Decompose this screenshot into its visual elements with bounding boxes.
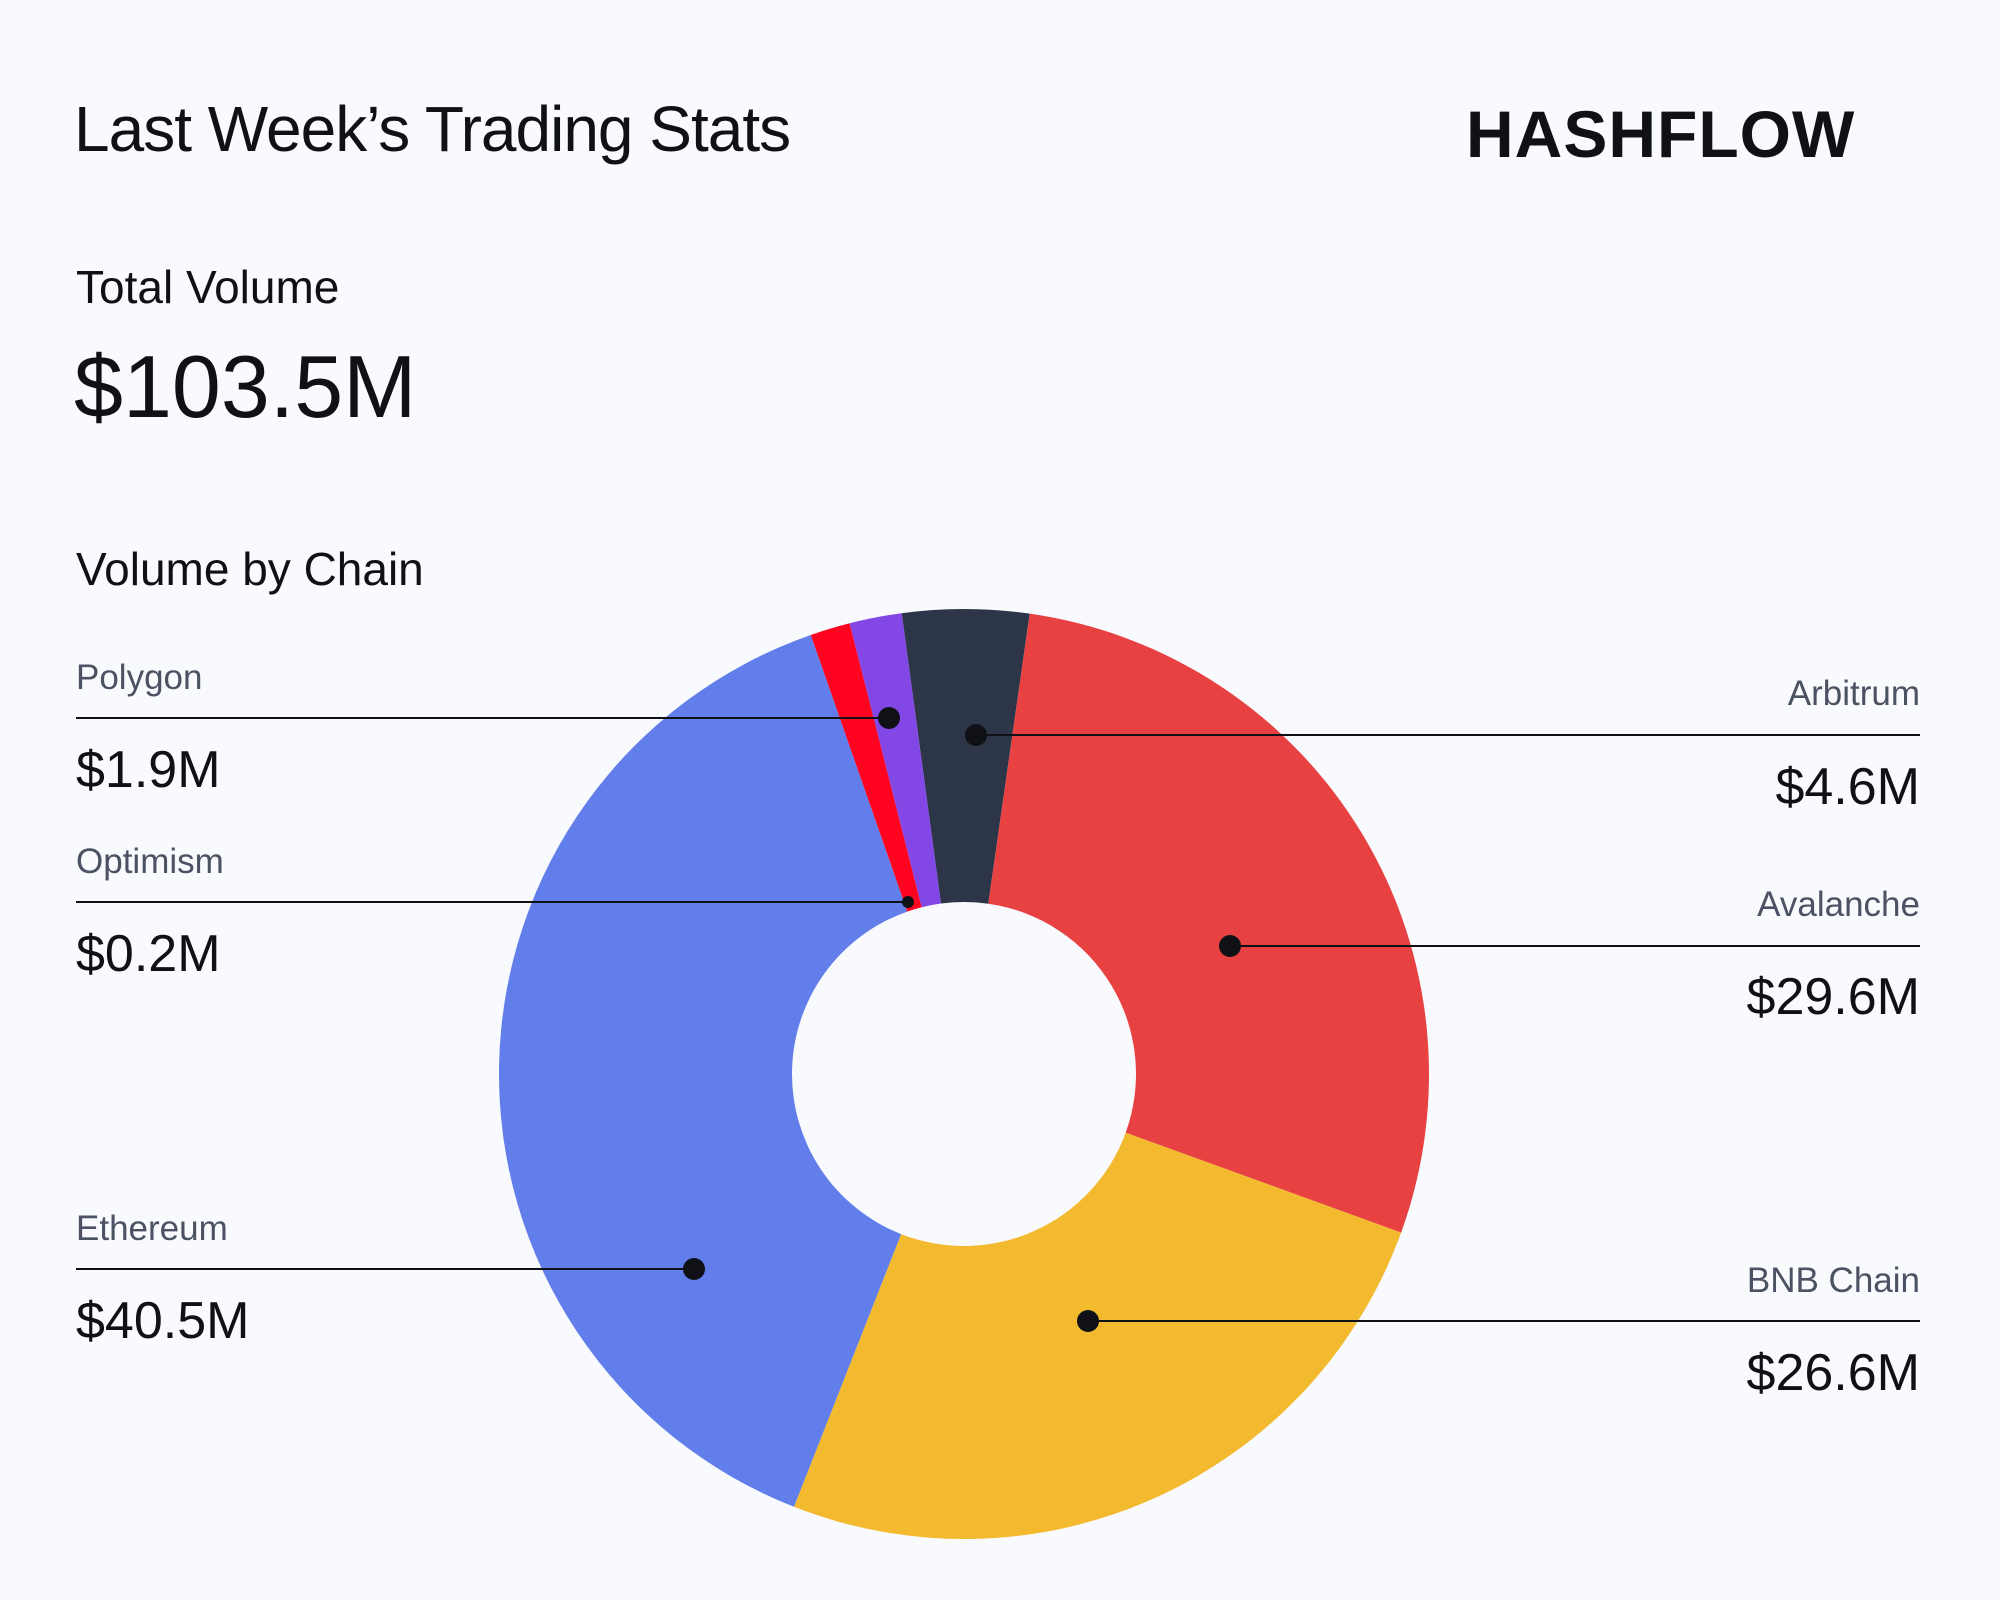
slice-ethereum bbox=[499, 634, 908, 1507]
callout-dot-avalanche bbox=[1219, 935, 1241, 957]
label-polygon: Polygon bbox=[76, 658, 203, 697]
value-optimism: $0.2M bbox=[76, 925, 221, 983]
slice-arbitrum bbox=[901, 609, 1030, 904]
value-avalanche: $29.6M bbox=[1746, 968, 1920, 1026]
label-ethereum: Ethereum bbox=[76, 1209, 228, 1248]
callout-dot-ethereum bbox=[683, 1258, 705, 1280]
label-optimism: Optimism bbox=[76, 842, 224, 881]
slice-optimism bbox=[810, 623, 922, 912]
page-title: Last Week’s Trading Stats bbox=[74, 93, 791, 165]
chart-title: Volume by Chain bbox=[76, 543, 424, 595]
slice-polygon bbox=[849, 613, 941, 908]
value-ethereum: $40.5M bbox=[76, 1292, 250, 1350]
callout-dot-arbitrum bbox=[965, 724, 987, 746]
total-volume-label: Total Volume bbox=[76, 261, 340, 313]
label-bnb-chain: BNB Chain bbox=[1746, 1261, 1920, 1300]
label-arbitrum: Arbitrum bbox=[1787, 674, 1920, 713]
total-volume-value: $103.5M bbox=[74, 337, 417, 436]
label-avalanche: Avalanche bbox=[1757, 885, 1920, 924]
hashflow-logo: HASHFLOW bbox=[1466, 97, 1856, 171]
value-arbitrum: $4.6M bbox=[1775, 758, 1920, 816]
callout-dot-optimism bbox=[902, 896, 914, 908]
callout-dot-polygon bbox=[878, 707, 900, 729]
slice-bnb-chain bbox=[793, 1132, 1402, 1539]
callout-dot-bnb-chain bbox=[1077, 1310, 1099, 1332]
slice-avalanche bbox=[988, 613, 1429, 1233]
value-bnb-chain: $26.6M bbox=[1746, 1344, 1920, 1402]
value-polygon: $1.9M bbox=[76, 741, 221, 799]
